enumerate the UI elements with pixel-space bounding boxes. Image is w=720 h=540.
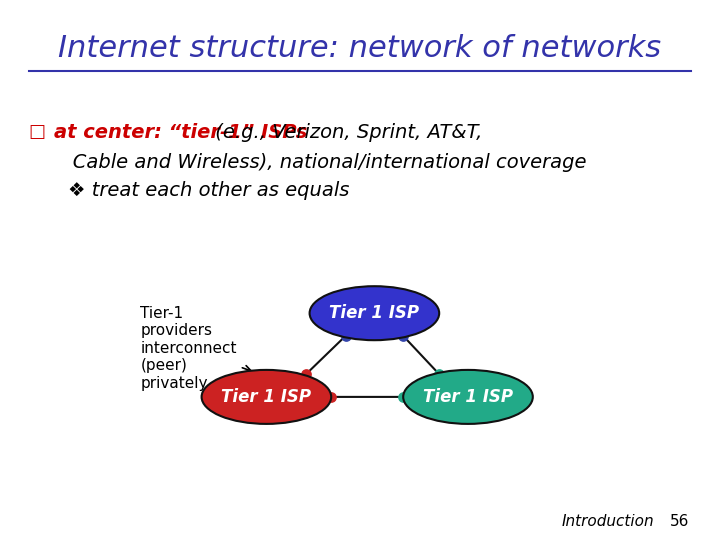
Point: [325, 393, 337, 401]
Text: Internet structure: network of networks: Internet structure: network of networks: [58, 34, 662, 63]
Text: 56: 56: [670, 514, 689, 529]
Text: ❖ treat each other as equals: ❖ treat each other as equals: [68, 181, 350, 200]
Text: Introduction: Introduction: [562, 514, 654, 529]
Point: [433, 370, 445, 379]
Ellipse shape: [403, 370, 533, 424]
Text: Tier 1 ISP: Tier 1 ISP: [330, 304, 419, 322]
Text: (e.g., Verizon, Sprint, AT&T,: (e.g., Verizon, Sprint, AT&T,: [209, 123, 482, 142]
Point: [397, 393, 409, 401]
Text: □: □: [29, 123, 46, 141]
Point: [300, 370, 312, 379]
Text: Tier 1 ISP: Tier 1 ISP: [222, 388, 311, 406]
Text: at center: “tier-1” ISPs: at center: “tier-1” ISPs: [54, 123, 307, 142]
Ellipse shape: [202, 370, 331, 424]
Text: Tier 1 ISP: Tier 1 ISP: [423, 388, 513, 406]
Text: Cable and Wireless), national/international coverage: Cable and Wireless), national/internatio…: [54, 152, 587, 172]
Text: Tier-1
providers
interconnect
(peer)
privately: Tier-1 providers interconnect (peer) pri…: [140, 306, 251, 390]
Point: [397, 332, 409, 340]
Point: [340, 332, 351, 340]
Ellipse shape: [310, 286, 439, 340]
